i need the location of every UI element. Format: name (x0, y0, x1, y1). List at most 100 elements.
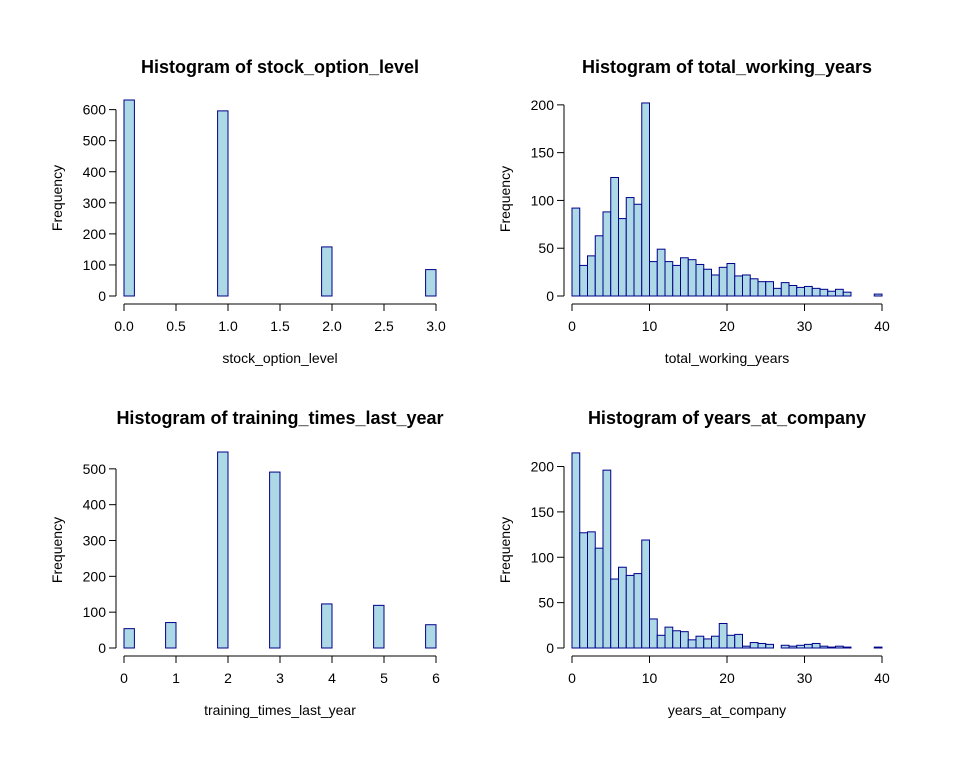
histogram-bar (680, 631, 689, 649)
y-tick-label: 150 (531, 145, 555, 161)
x-tick-label: 10 (642, 670, 658, 686)
histogram-bar (773, 287, 782, 297)
histogram-bar (649, 618, 658, 649)
histogram-bar (703, 638, 712, 649)
histogram-bar (804, 285, 813, 297)
histogram-bar (579, 264, 588, 297)
x-tick-label: 0 (120, 670, 128, 686)
histogram-bar (625, 574, 635, 649)
histogram-bar (625, 197, 635, 297)
histogram-bar (618, 218, 627, 297)
histogram-bar (811, 287, 821, 297)
y-tick-label: 500 (83, 133, 107, 149)
x-tick-label: 0 (568, 670, 576, 686)
histogram-bar (718, 266, 728, 297)
histogram-bar (656, 634, 666, 649)
histogram-bar (123, 99, 135, 297)
histogram-bar (217, 110, 229, 297)
histogram-bar (749, 642, 759, 649)
y-tick-label: 0 (98, 288, 106, 304)
histogram-bar (788, 284, 798, 297)
histogram-bar (742, 274, 751, 297)
chart-title: Histogram of training_times_last_year (116, 408, 443, 428)
y-tick-label: 0 (546, 640, 554, 656)
y-tick-label: 400 (83, 164, 107, 180)
histogram-bar (796, 644, 805, 649)
histogram-bar (633, 203, 643, 297)
x-axis-label: training_times_last_year (204, 702, 356, 718)
histogram-panel-4: 0 10 20 30 40 0 50 100 150 200 Histogram of years_… (497, 408, 890, 718)
histogram-bar (664, 261, 674, 297)
histogram-bar (587, 255, 596, 297)
x-axis-label: total_working_years (665, 350, 790, 366)
x-tick-label: 30 (797, 318, 813, 334)
x-tick-label: 0 (568, 318, 576, 334)
histogram-bar (602, 469, 612, 649)
x-tick-label: 40 (874, 318, 890, 334)
x-tick-label: 2.0 (322, 318, 342, 334)
histogram-bar (780, 282, 790, 297)
histogram-bar (742, 645, 751, 649)
chart-title: Histogram of years_at_company (588, 408, 866, 428)
y-tick-label: 200 (83, 568, 107, 584)
chart-title: Histogram of stock_option_level (141, 57, 419, 77)
y-axis-label: Frequency (49, 165, 65, 231)
x-tick-label: 20 (719, 670, 735, 686)
x-tick-label: 40 (874, 670, 890, 686)
histogram-panel-3: 0 1 2 3 4 5 6 0 100 200 300 400 500 Histogram of trai… (49, 408, 444, 718)
histogram-bar (633, 573, 643, 649)
histogram-bar (123, 628, 135, 649)
x-tick-label: 5 (380, 670, 388, 686)
histogram-bar (796, 286, 805, 297)
y-axis-label: Frequency (497, 166, 513, 232)
histogram-bar (726, 634, 736, 649)
histogram-bar (788, 645, 798, 649)
histogram-bar (765, 281, 774, 297)
histogram-bar (687, 639, 697, 649)
x-tick-label: 3.0 (426, 318, 446, 334)
histogram-bar (734, 633, 743, 649)
histogram-bar (695, 263, 705, 297)
histogram-bar (703, 268, 712, 297)
histogram-bar (749, 278, 759, 297)
x-tick-label: 3 (276, 670, 284, 686)
y-tick-label: 600 (83, 102, 107, 118)
x-tick-label: 1.5 (270, 318, 290, 334)
histogram-bar (672, 264, 681, 297)
x-axis-label: years_at_company (668, 702, 786, 718)
histogram-bar (610, 578, 619, 649)
y-tick-label: 50 (538, 595, 554, 611)
histogram-bar (165, 622, 177, 649)
histogram-bar (641, 102, 650, 297)
histogram-bar (819, 288, 829, 297)
y-tick-label: 100 (531, 549, 555, 565)
x-tick-label: 1.0 (218, 318, 238, 334)
histogram-bar (804, 643, 813, 649)
y-tick-label: 100 (83, 257, 107, 273)
histogram-bar (835, 645, 844, 649)
histogram-bar (873, 293, 883, 297)
histogram-bar (594, 235, 604, 297)
y-tick-label: 0 (98, 640, 106, 656)
histogram-bar (571, 207, 581, 297)
x-tick-label: 1 (172, 670, 180, 686)
x-axis-label: stock_option_level (222, 350, 337, 366)
x-tick-label: 20 (719, 318, 735, 334)
histogram-bar (687, 259, 697, 297)
histogram-bar (618, 566, 627, 649)
histogram-bar (842, 291, 852, 297)
histogram-bar (321, 246, 333, 297)
x-tick-label: 2.5 (374, 318, 394, 334)
histogram-bar (587, 531, 596, 649)
histogram-bar (425, 624, 437, 649)
chart-title: Histogram of total_working_years (582, 57, 872, 77)
histogram-bar (734, 275, 743, 297)
histogram-bar (656, 248, 666, 297)
y-tick-label: 300 (83, 195, 107, 211)
y-tick-label: 300 (83, 533, 107, 549)
x-tick-label: 4 (328, 670, 336, 686)
histogram-bar (373, 604, 385, 649)
histogram-bar (835, 288, 844, 297)
histogram-bar (579, 532, 588, 649)
histogram-bar (827, 290, 836, 297)
